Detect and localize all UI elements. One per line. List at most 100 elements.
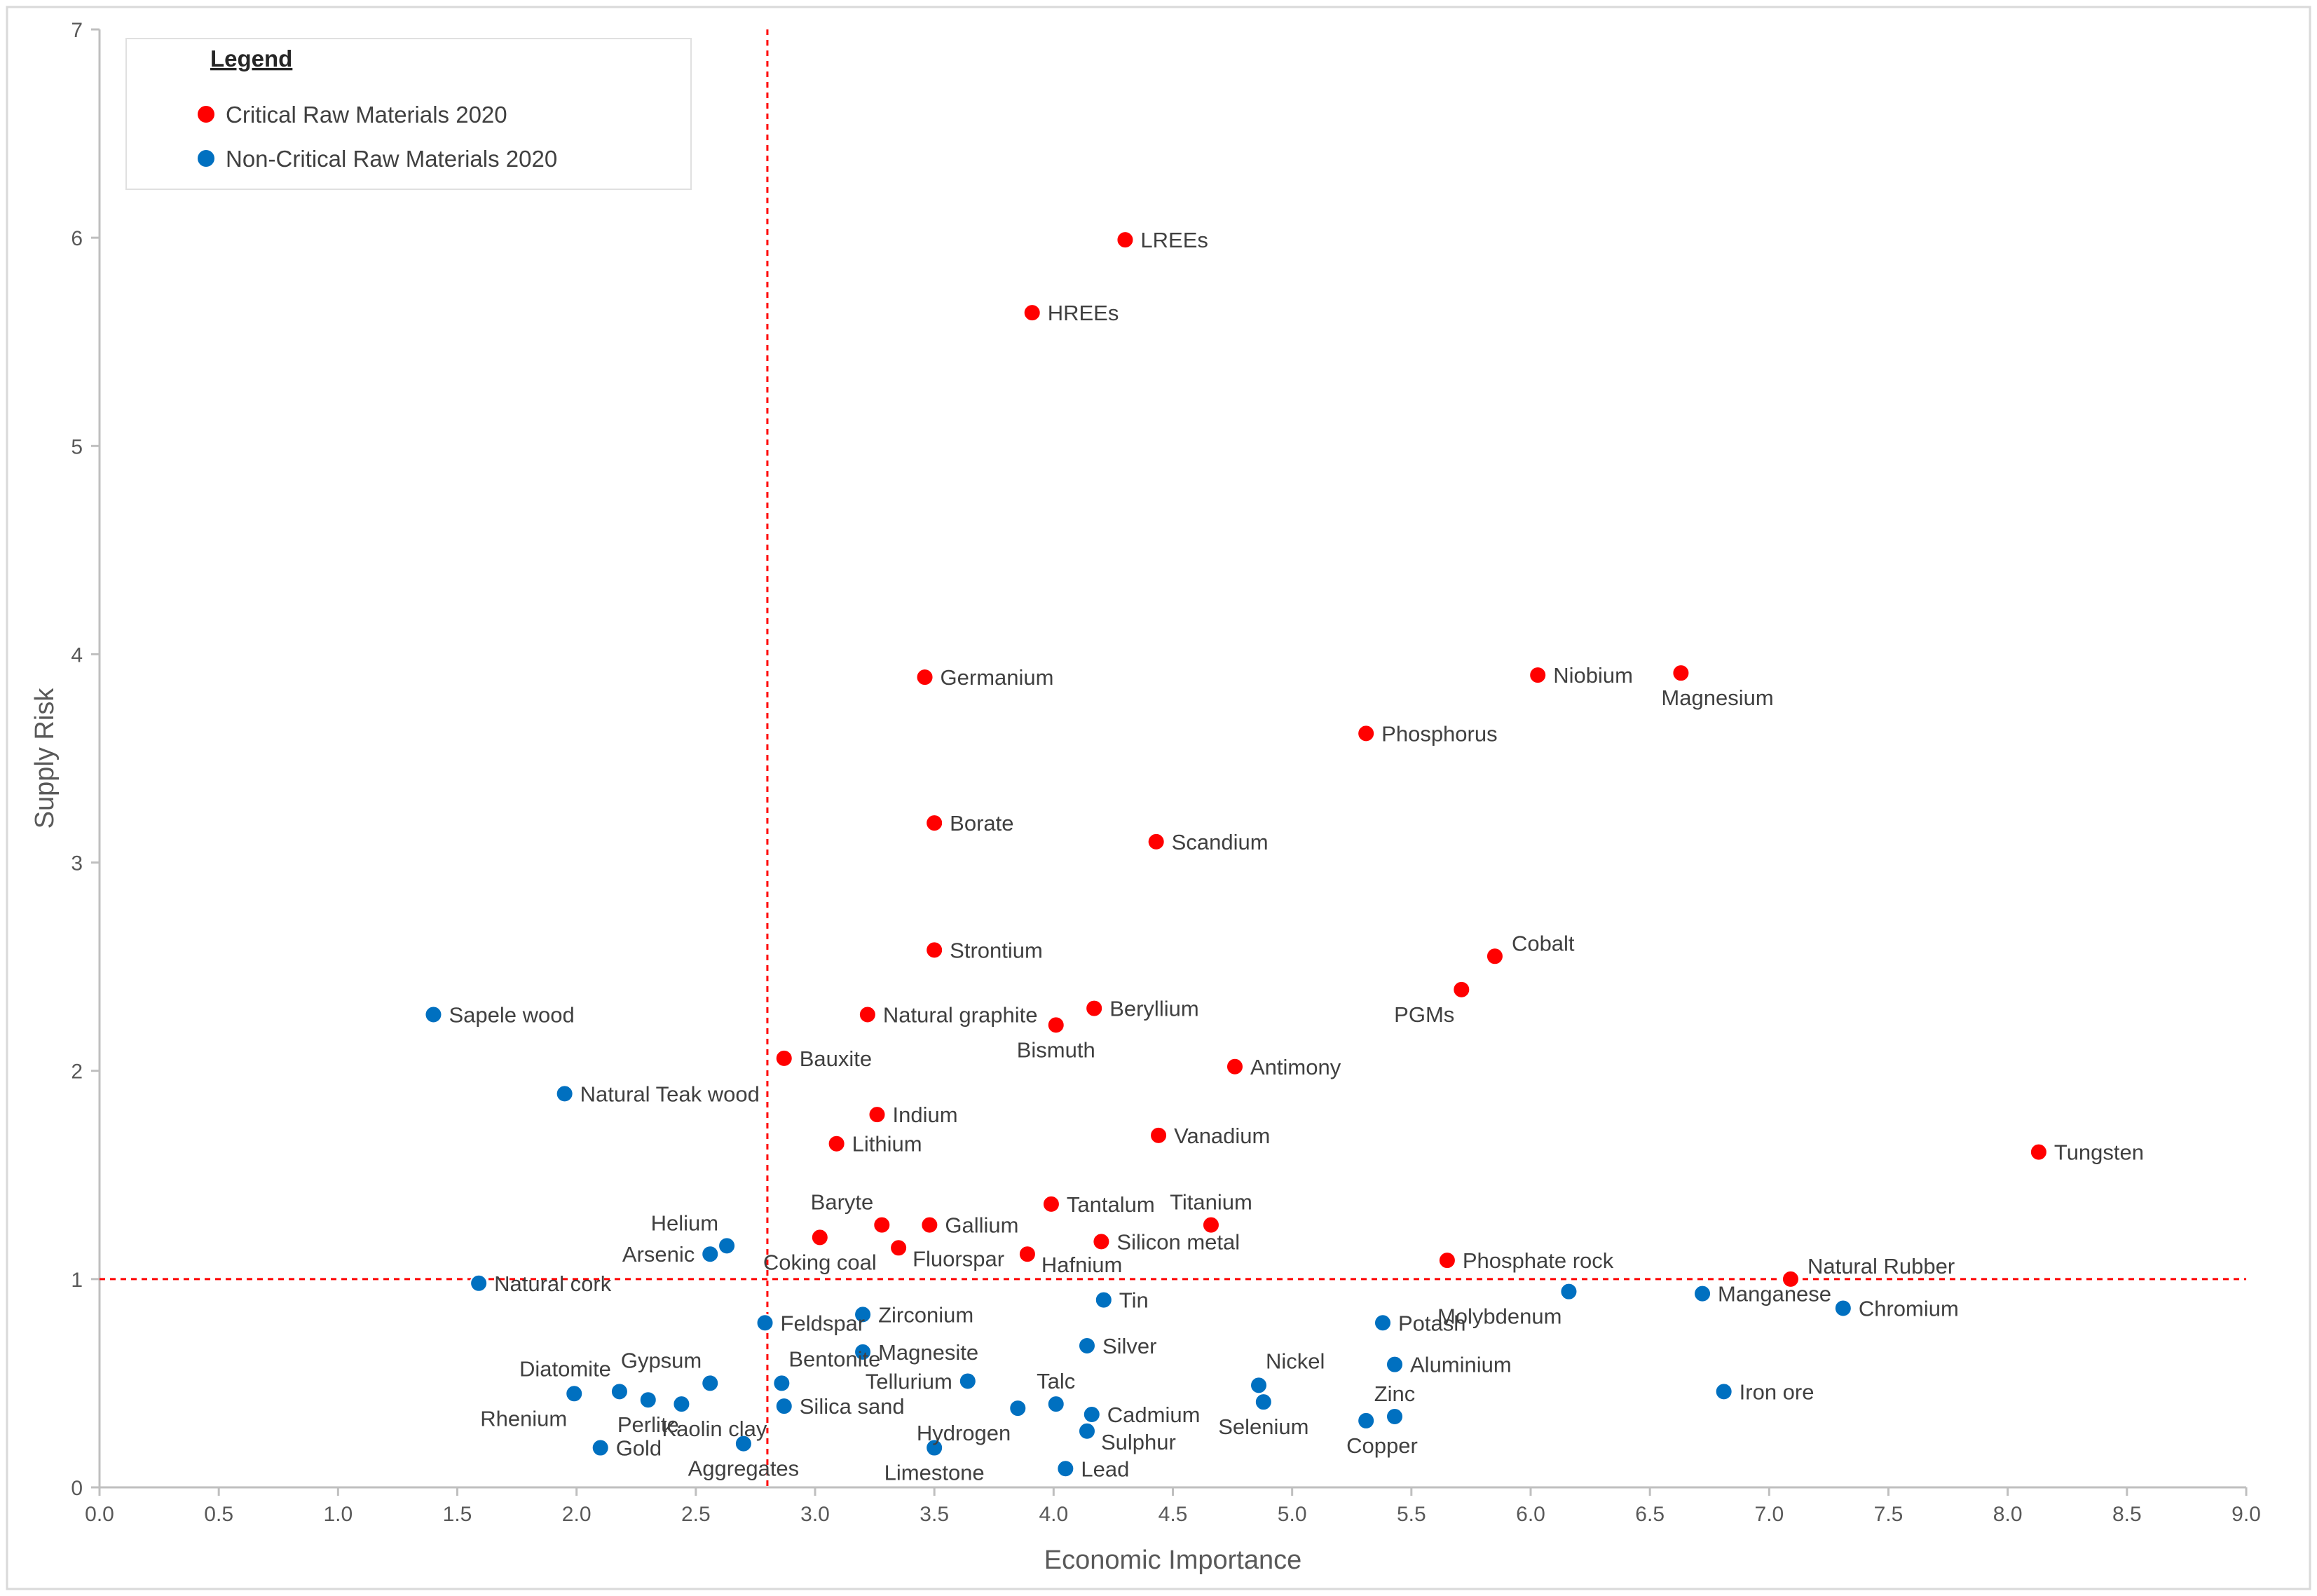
data-point-selenium[interactable] (1254, 1393, 1273, 1412)
data-point-fluorspar[interactable] (889, 1239, 908, 1257)
data-point-gold[interactable] (591, 1438, 610, 1457)
data-point-beryllium[interactable] (1085, 999, 1104, 1018)
data-point-phosphorus[interactable] (1357, 724, 1376, 743)
data-point-rhenium[interactable] (565, 1384, 584, 1403)
data-point-bentonite[interactable] (772, 1374, 791, 1393)
data-point-diatomite[interactable] (610, 1382, 629, 1401)
data-point-sapele-wood[interactable] (424, 1005, 443, 1024)
data-point-natural-cork[interactable] (470, 1274, 488, 1293)
data-point-germanium[interactable] (915, 668, 934, 687)
data-label-scandium: Scandium (1172, 830, 1269, 854)
data-point-tin[interactable] (1094, 1290, 1113, 1309)
data-label-talc: Talc (1037, 1369, 1075, 1393)
data-point-lrees[interactable] (1116, 231, 1135, 250)
data-point-tungsten[interactable] (2029, 1143, 2048, 1161)
data-point-tellurium[interactable] (958, 1372, 977, 1391)
data-point-niobium[interactable] (1529, 666, 1547, 685)
data-label-feldspar: Feldspar (781, 1311, 866, 1335)
data-point-indium[interactable] (868, 1105, 887, 1124)
data-point-aggregates[interactable] (734, 1434, 753, 1453)
data-point-helium[interactable] (718, 1236, 737, 1255)
data-label-titanium: Titanium (1170, 1190, 1252, 1215)
data-label-sulphur: Sulphur (1101, 1430, 1176, 1454)
x-tick-label: 3.5 (920, 1503, 949, 1526)
data-point-manganese[interactable] (1693, 1284, 1712, 1303)
data-point-antimony[interactable] (1225, 1057, 1244, 1076)
data-point-borate[interactable] (925, 814, 944, 833)
data-label-molybdenum: Molybdenum (1437, 1304, 1561, 1329)
data-point-sulphur[interactable] (1077, 1421, 1096, 1440)
data-point-phosphate-rock[interactable] (1437, 1251, 1456, 1270)
data-label-bauxite: Bauxite (800, 1046, 872, 1071)
data-point-bauxite[interactable] (774, 1049, 793, 1068)
data-point-perlite[interactable] (638, 1391, 657, 1410)
x-tick-label: 7.0 (1754, 1503, 1784, 1526)
data-point-titanium[interactable] (1201, 1215, 1220, 1234)
data-point-hafnium[interactable] (1018, 1245, 1037, 1264)
data-point-hydrogen[interactable] (1009, 1399, 1027, 1418)
data-point-lead[interactable] (1056, 1459, 1075, 1478)
data-point-talc[interactable] (1046, 1395, 1065, 1414)
data-label-copper: Copper (1346, 1433, 1418, 1458)
x-tick-label: 6.5 (1635, 1503, 1665, 1526)
data-point-feldspar[interactable] (756, 1314, 774, 1332)
x-tick-label: 8.5 (2112, 1503, 2142, 1526)
data-point-cadmium[interactable] (1082, 1405, 1101, 1424)
data-point-strontium[interactable] (925, 941, 944, 960)
y-tick-label: 7 (71, 19, 83, 42)
data-label-hydrogen: Hydrogen (917, 1421, 1011, 1445)
data-label-gold: Gold (616, 1436, 662, 1461)
x-axis-title: Economic Importance (1044, 1546, 1302, 1575)
data-point-chromium[interactable] (1833, 1299, 1852, 1318)
data-point-bismuth[interactable] (1046, 1016, 1065, 1035)
data-label-magnesium: Magnesium (1661, 686, 1773, 710)
data-point-natural-teak-wood[interactable] (555, 1084, 574, 1103)
data-label-silica-sand: Silica sand (800, 1394, 905, 1419)
data-point-lithium[interactable] (827, 1134, 846, 1153)
data-point-silicon-metal[interactable] (1092, 1232, 1111, 1251)
data-label-coking-coal: Coking coal (763, 1250, 877, 1274)
data-point-baryte[interactable] (873, 1215, 891, 1234)
data-point-arsenic[interactable] (701, 1245, 720, 1264)
data-label-phosphate-rock: Phosphate rock (1463, 1248, 1614, 1273)
data-point-pgms[interactable] (1452, 980, 1471, 999)
data-point-nickel[interactable] (1250, 1376, 1269, 1395)
y-tick-label: 4 (71, 643, 83, 667)
data-point-molybdenum[interactable] (1559, 1282, 1578, 1301)
data-point-potash[interactable] (1373, 1314, 1392, 1332)
data-point-natural-graphite[interactable] (858, 1005, 877, 1024)
data-point-zirconium[interactable] (854, 1305, 873, 1324)
data-point-vanadium[interactable] (1149, 1126, 1168, 1145)
data-point-zinc[interactable] (1386, 1407, 1404, 1426)
data-point-magnesium[interactable] (1672, 664, 1690, 683)
data-point-scandium[interactable] (1147, 832, 1166, 851)
data-point-natural-rubber[interactable] (1781, 1269, 1800, 1288)
data-point-tantalum[interactable] (1041, 1194, 1060, 1213)
x-tick-label: 4.0 (1039, 1503, 1068, 1526)
data-point-iron-ore[interactable] (1714, 1382, 1733, 1401)
data-point-coking-coal[interactable] (810, 1228, 829, 1247)
legend-marker-non-critical-raw-materials-2020 (198, 150, 214, 167)
data-point-cobalt[interactable] (1485, 947, 1504, 966)
data-label-bismuth: Bismuth (1017, 1037, 1095, 1062)
data-label-lithium: Lithium (852, 1132, 922, 1157)
data-point-hrees[interactable] (1023, 303, 1041, 322)
data-point-silver[interactable] (1077, 1336, 1096, 1355)
data-point-limestone[interactable] (925, 1438, 944, 1457)
data-point-gypsum[interactable] (701, 1374, 720, 1393)
data-point-aluminium[interactable] (1386, 1355, 1404, 1374)
data-label-manganese: Manganese (1718, 1282, 1831, 1307)
x-tick-label: 3.0 (800, 1503, 830, 1526)
data-point-gallium[interactable] (920, 1215, 939, 1234)
data-point-silica-sand[interactable] (774, 1397, 793, 1416)
data-point-kaolin-clay[interactable] (672, 1395, 691, 1414)
data-label-tantalum: Tantalum (1067, 1192, 1155, 1217)
data-point-magnesite[interactable] (854, 1342, 873, 1361)
data-label-natural-cork: Natural cork (494, 1271, 612, 1296)
x-tick-label: 6.0 (1516, 1503, 1545, 1526)
data-label-magnesite: Magnesite (878, 1340, 978, 1365)
data-label-selenium: Selenium (1218, 1414, 1308, 1439)
y-tick-label: 5 (71, 435, 83, 458)
x-tick-label: 2.0 (562, 1503, 592, 1526)
data-point-copper[interactable] (1357, 1411, 1376, 1430)
